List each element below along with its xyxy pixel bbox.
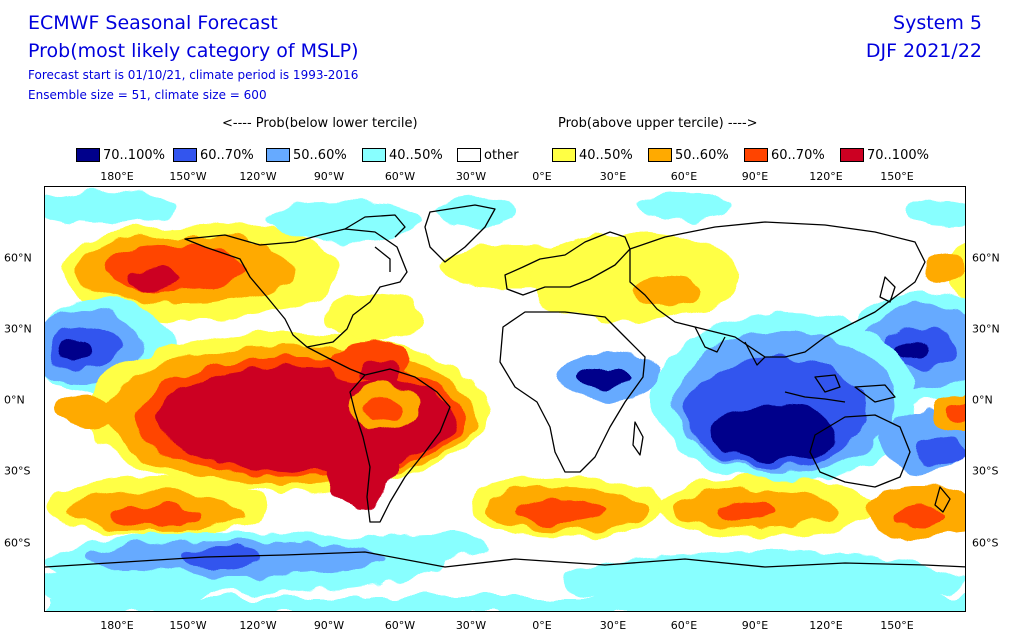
subtitle: Prob(most likely category of MSLP) [28,40,359,62]
legend-label: 60..70% [200,147,254,163]
legend-item-above-60-70: 60..70% [744,147,825,163]
x-tick-bottom: 90°W [313,619,345,632]
probability-fields [45,187,965,611]
legend-swatch [457,148,481,162]
legend-swatch [362,148,386,162]
x-tick-bottom: 0°E [532,619,552,632]
legend-swatch [266,148,290,162]
legend-item-below-70-100: 70..100% [76,147,165,163]
forecast-info-line1: Forecast start is 01/10/21, climate peri… [28,68,359,82]
system-label: System 5 [893,12,982,34]
legend-label: 50..60% [675,147,729,163]
coastlines [45,204,965,568]
x-tick-top: 60°W [384,170,416,183]
y-tick-left: 30°N [4,322,32,336]
legend-swatch [173,148,197,162]
x-tick-top: 150°E [880,170,914,183]
legend-label: 70..100% [103,147,165,163]
x-tick-bottom: 30°E [599,619,627,632]
x-tick-top: 60°E [670,170,698,183]
x-tick-top: 150°W [169,170,207,183]
x-tick-bottom: 30°W [455,619,487,632]
x-tick-bottom: 60°W [384,619,416,632]
forecast-info-line2: Ensemble size = 51, climate size = 600 [28,88,267,102]
x-tick-top: 30°E [599,170,627,183]
x-tick-top: 90°E [741,170,769,183]
legend-swatch [840,148,864,162]
above-tercile-heading: Prob(above upper tercile) ----> [558,116,758,131]
y-tick-left: 60°S [4,536,31,550]
x-tick-bottom: 180°E [100,619,134,632]
y-tick-right: 30°N [972,322,1000,336]
y-tick-left: 60°N [4,251,32,265]
title: ECMWF Seasonal Forecast [28,12,278,34]
season-label: DJF 2021/22 [865,40,982,62]
legend-label: 40..50% [579,147,633,163]
y-tick-left: 30°S [4,464,31,478]
legend-item-below-40-50: 40..50% [362,147,443,163]
x-tick-bottom: 150°W [169,619,207,632]
legend-item-above-70-100: 70..100% [840,147,929,163]
legend-item-below-50-60: 50..60% [266,147,347,163]
y-tick-right: 0°N [972,393,993,407]
legend-label: 60..70% [771,147,825,163]
map-panel [44,186,966,612]
probability-map [45,187,965,611]
legend-swatch [552,148,576,162]
below-tercile-heading: <---- Prob(below lower tercile) [222,116,418,131]
x-tick-bottom: 60°E [670,619,698,632]
legend-label: other [484,147,519,163]
x-tick-top: 0°E [532,170,552,183]
legend-label: 50..60% [293,147,347,163]
x-tick-bottom: 120°E [809,619,843,632]
x-tick-top: 180°E [100,170,134,183]
legend-item-below-60-70: 60..70% [173,147,254,163]
x-tick-bottom: 150°E [880,619,914,632]
y-tick-right: 60°S [972,536,999,550]
x-tick-bottom: 120°W [239,619,277,632]
legend-swatch [76,148,100,162]
y-tick-right: 60°N [972,251,1000,265]
legend-item-above-50-60: 50..60% [648,147,729,163]
legend-item-above-40-50: 40..50% [552,147,633,163]
legend-label: 40..50% [389,147,443,163]
legend-label: 70..100% [867,147,929,163]
legend-swatch [648,148,672,162]
y-tick-right: 30°S [972,464,999,478]
x-tick-top: 120°W [239,170,277,183]
legend-item-other: other [457,147,519,163]
x-tick-top: 30°W [455,170,487,183]
x-tick-top: 90°W [313,170,345,183]
legend-swatch [744,148,768,162]
y-tick-left: 0°N [4,393,25,407]
x-tick-top: 120°E [809,170,843,183]
x-tick-bottom: 90°E [741,619,769,632]
